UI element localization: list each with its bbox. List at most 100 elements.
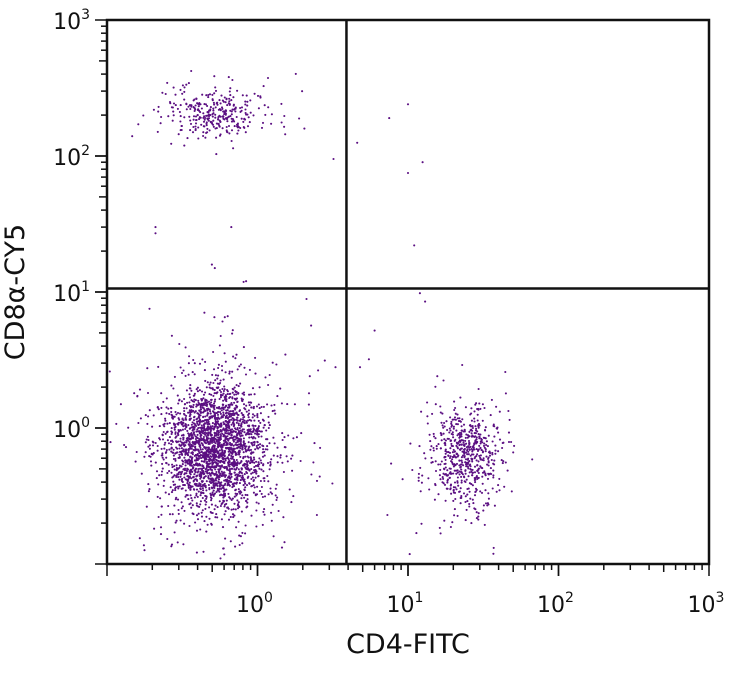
data-point: [253, 393, 256, 396]
data-point: [449, 525, 452, 529]
data-point: [495, 490, 498, 493]
data-point: [229, 480, 232, 483]
data-point: [217, 433, 220, 436]
data-point: [182, 425, 185, 428]
data-point: [229, 515, 232, 519]
data-point: [198, 473, 201, 476]
data-point: [240, 497, 243, 500]
data-point: [356, 141, 359, 144]
data-point: [237, 505, 240, 508]
data-point: [179, 120, 182, 123]
data-point: [224, 457, 227, 460]
data-point: [444, 499, 447, 502]
data-point: [189, 387, 192, 390]
data-point: [161, 454, 164, 457]
data-point: [224, 420, 227, 423]
data-point: [221, 406, 224, 409]
data-point: [493, 459, 496, 462]
data-point: [189, 427, 192, 430]
data-point: [216, 103, 219, 106]
data-point: [204, 379, 207, 382]
data-point: [148, 307, 151, 310]
data-point: [220, 465, 224, 468]
data-point: [219, 390, 223, 394]
data-point: [235, 494, 238, 497]
data-point: [262, 445, 265, 448]
data-point: [146, 367, 149, 370]
data-point: [226, 446, 229, 449]
data-point: [246, 494, 249, 497]
data-point: [241, 428, 244, 431]
data-point: [185, 441, 188, 444]
data-point: [228, 100, 231, 103]
data-point: [179, 412, 182, 415]
data-point: [179, 429, 182, 432]
data-point: [173, 483, 177, 486]
data-point: [194, 437, 197, 441]
data-point: [455, 429, 458, 432]
data-point: [318, 475, 321, 478]
data-point: [491, 487, 494, 490]
data-point: [256, 429, 259, 432]
data-point: [465, 451, 468, 454]
data-point: [191, 131, 195, 134]
data-point: [244, 486, 247, 489]
data-point: [237, 450, 240, 453]
data-point: [183, 522, 186, 525]
data-point: [463, 448, 466, 451]
data-point: [437, 463, 440, 466]
data-point: [202, 492, 205, 495]
data-point: [225, 502, 228, 505]
data-point: [220, 518, 223, 521]
data-point: [217, 374, 220, 377]
data-point: [442, 426, 445, 429]
data-point: [226, 104, 229, 107]
data-point: [183, 467, 187, 470]
data-point: [215, 102, 218, 105]
data-point: [450, 424, 454, 427]
data-point: [467, 475, 470, 478]
data-point: [253, 461, 256, 464]
data-point: [199, 477, 202, 480]
data-point: [198, 467, 202, 470]
data-point: [275, 498, 278, 502]
data-point: [171, 476, 174, 479]
data-point: [458, 459, 461, 462]
data-point: [276, 446, 279, 449]
data-point: [207, 93, 210, 97]
data-point: [179, 421, 182, 424]
data-point: [163, 447, 166, 450]
data-point: [213, 316, 216, 319]
data-point: [492, 474, 495, 477]
data-point: [460, 432, 463, 435]
data-point: [157, 110, 160, 113]
data-point: [174, 457, 177, 461]
data-point: [236, 439, 239, 442]
data-point: [484, 450, 487, 453]
data-point: [267, 106, 270, 109]
data-point: [231, 467, 234, 470]
data-point: [460, 475, 463, 478]
data-point: [475, 442, 478, 445]
data-point: [248, 424, 251, 427]
data-point: [211, 373, 214, 376]
data-point: [251, 413, 255, 416]
data-point: [452, 448, 455, 451]
data-point: [200, 511, 203, 514]
data-point: [177, 434, 180, 437]
data-point: [501, 446, 504, 450]
data-point: [183, 98, 186, 101]
data-point: [209, 381, 212, 384]
data-point: [240, 397, 243, 400]
data-point: [244, 408, 247, 411]
data-point: [235, 458, 238, 462]
data-point: [236, 400, 239, 403]
data-point: [224, 475, 227, 478]
data-point: [227, 406, 230, 409]
data-point: [456, 514, 459, 517]
data-point: [230, 447, 233, 451]
data-point: [272, 454, 275, 457]
data-point: [223, 118, 226, 121]
data-point: [230, 423, 233, 426]
data-point: [271, 361, 274, 364]
